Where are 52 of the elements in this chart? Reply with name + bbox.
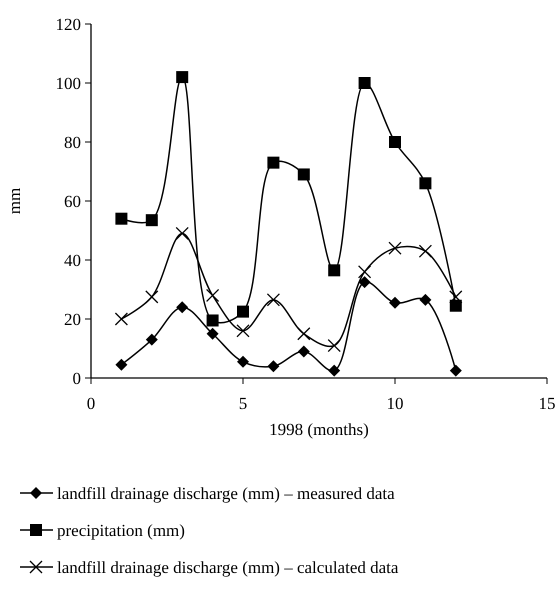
- point: [358, 276, 371, 288]
- point: [358, 265, 372, 278]
- point: [419, 294, 432, 306]
- point: [206, 288, 220, 302]
- point: [419, 177, 432, 190]
- x-tick-label: 15: [538, 394, 556, 414]
- legend-label: landfill drainage discharge (mm) – calculated data: [57, 558, 399, 577]
- point: [267, 156, 280, 169]
- point: [237, 356, 249, 368]
- legend-label: landfill drainage discharge (mm) – measured data: [57, 484, 396, 503]
- point: [237, 306, 249, 318]
- point: [115, 358, 128, 371]
- point: [176, 226, 189, 240]
- point: [297, 327, 310, 340]
- x-tick-label: 5: [238, 394, 248, 414]
- point: [266, 293, 280, 306]
- point: [298, 168, 310, 180]
- point: [176, 71, 188, 84]
- point: [450, 300, 462, 312]
- y-tick-label: 40: [64, 250, 81, 270]
- point: [267, 360, 280, 372]
- point: [388, 242, 402, 255]
- point: [146, 334, 158, 346]
- point: [206, 314, 219, 326]
- x-tick-label: 10: [386, 394, 404, 414]
- y-tick-label: 80: [64, 132, 81, 152]
- point: [418, 244, 432, 258]
- x-axis-title: 1998 (months): [269, 420, 369, 439]
- y-tick-label: 60: [64, 192, 81, 211]
- point: [389, 136, 401, 148]
- y-tick-label: 100: [56, 74, 81, 93]
- point: [358, 77, 371, 89]
- point: [146, 214, 158, 226]
- point: [328, 264, 340, 276]
- x-tick-label: 0: [86, 394, 96, 414]
- point: [450, 364, 462, 377]
- point: [389, 296, 401, 309]
- point: [115, 212, 128, 225]
- point: [145, 290, 158, 304]
- point: [176, 301, 188, 314]
- point: [328, 338, 341, 352]
- y-tick-label: 20: [64, 310, 81, 329]
- point: [236, 324, 250, 338]
- point: [449, 290, 462, 304]
- point: [206, 328, 219, 340]
- point: [298, 345, 310, 358]
- legend-label: precipitation (mm): [57, 521, 185, 540]
- y-tick-label: 0: [72, 368, 81, 388]
- point: [114, 312, 128, 326]
- y-tick-label: 120: [56, 14, 81, 34]
- y-axis-title: mm: [5, 188, 24, 214]
- point: [328, 364, 340, 377]
